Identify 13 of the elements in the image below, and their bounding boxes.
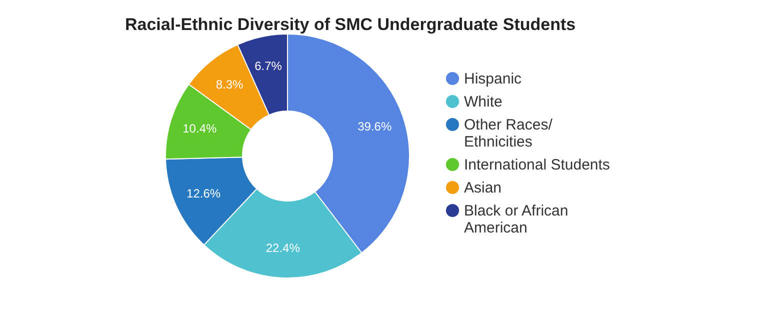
legend-label: Other Races/ Ethnicities [464,116,554,150]
data-label: 22.4% [266,240,300,255]
legend-label: Black or African American [464,202,568,236]
data-label: 39.6% [358,119,392,134]
data-label: 6.7% [254,59,282,74]
data-label: 10.4% [182,122,217,136]
chart-title: Racial-Ethnic Diversity of SMC Undergraduate Students [125,15,576,34]
legend-label: White [464,94,502,110]
data-label: 8.3% [216,78,244,92]
data-label: 12.6% [186,186,221,201]
legend-label: Asian [464,180,502,196]
legend-label: Hispanic [464,70,522,88]
legend-label: International Students [464,156,610,174]
